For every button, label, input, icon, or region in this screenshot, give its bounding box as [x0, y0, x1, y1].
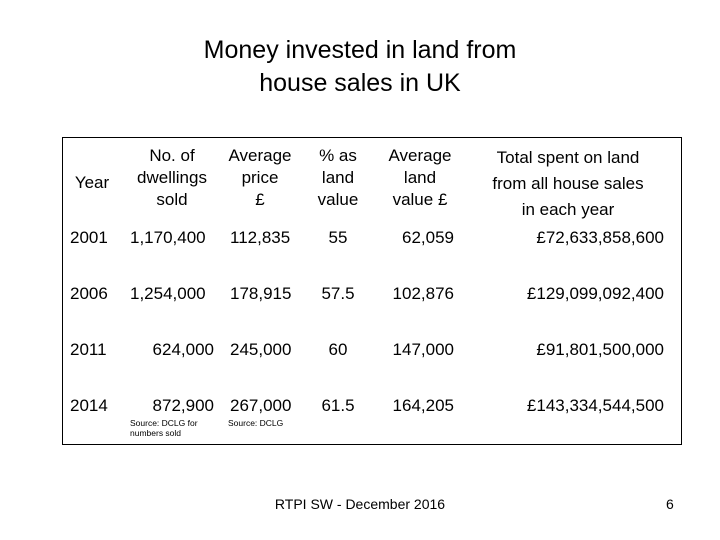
- header-land-pct: % as land value: [306, 145, 370, 211]
- header-price-l1: Average: [228, 146, 292, 165]
- source-dwellings-l1: Source: DCLG for: [130, 418, 198, 428]
- row-2001-land-pct: 55: [328, 228, 348, 247]
- row-2001-year: 2001: [70, 228, 108, 247]
- title-line-1: Money invested in land from: [203, 36, 517, 64]
- page-number: 6: [666, 496, 674, 512]
- row-2001-land-value: 62,059: [402, 228, 454, 247]
- row-2006-dwellings: 1,254,000: [130, 284, 206, 303]
- data-table-frame: [62, 137, 682, 445]
- row-2011-land-pct: 60: [328, 340, 348, 359]
- row-2001-price: 112,835: [230, 228, 291, 247]
- row-2011-land-value: 147,000: [392, 340, 454, 359]
- row-2014-land-value: 164,205: [392, 396, 454, 415]
- row-2011-dwellings: 624,000: [152, 340, 214, 359]
- header-dwellings-l2: dwellings: [137, 168, 207, 187]
- title-line-2: house sales in UK: [259, 69, 461, 97]
- row-2006-land-value: 102,876: [392, 284, 454, 303]
- header-total-l3: in each year: [521, 200, 615, 219]
- header-total-l2: from all house sales: [492, 174, 644, 193]
- header-year: Year: [64, 172, 120, 194]
- footer-text: RTPI SW - December 2016: [274, 496, 446, 512]
- row-2006-total: £129,099,092,400: [526, 284, 664, 303]
- header-land-value: Average land value £: [378, 145, 462, 211]
- source-dwellings-l2: numbers sold: [130, 428, 182, 438]
- row-2011-year: 2011: [70, 340, 107, 359]
- header-dwellings-l3: sold: [156, 190, 188, 209]
- row-2014-year: 2014: [70, 396, 108, 415]
- header-dwellings-l1: No. of: [149, 146, 195, 165]
- header-total-l1: Total spent on land: [496, 148, 640, 167]
- header-dwellings: No. of dwellings sold: [124, 145, 220, 211]
- header-year-text: Year: [74, 173, 110, 192]
- header-land-pct-l1: % as: [319, 146, 357, 165]
- row-2006-year: 2006: [70, 284, 108, 303]
- row-2014-total: £143,334,544,500: [526, 396, 664, 415]
- header-land-pct-l2: land: [321, 168, 355, 187]
- header-total: Total spent on land from all house sales…: [478, 145, 658, 223]
- header-price-l2: price: [241, 168, 279, 187]
- row-2014-price: 267,000: [230, 396, 292, 415]
- row-2006-land-pct: 57.5: [321, 284, 355, 303]
- row-2006-price: 178,915: [230, 284, 292, 303]
- slide-title: Money invested in land from house sales …: [0, 34, 720, 100]
- row-2011-total: £91,801,500,000: [536, 340, 664, 359]
- header-price: Average price £: [222, 145, 298, 211]
- header-land-value-l3: value £: [392, 190, 448, 209]
- row-2001-total: £72,633,858,600: [536, 228, 664, 247]
- source-dwellings: Source: DCLG for numbers sold: [130, 418, 198, 438]
- row-2011-price: 245,000: [230, 340, 292, 359]
- row-2001-dwellings: 1,170,400: [130, 228, 206, 247]
- row-2014-dwellings: 872,900: [152, 396, 214, 415]
- header-land-value-l1: Average: [388, 146, 452, 165]
- source-price: Source: DCLG: [228, 418, 284, 428]
- header-land-value-l2: land: [403, 168, 437, 187]
- row-2014-land-pct: 61.5: [321, 396, 355, 415]
- header-price-l3: £: [255, 190, 265, 209]
- header-land-pct-l3: value: [317, 190, 359, 209]
